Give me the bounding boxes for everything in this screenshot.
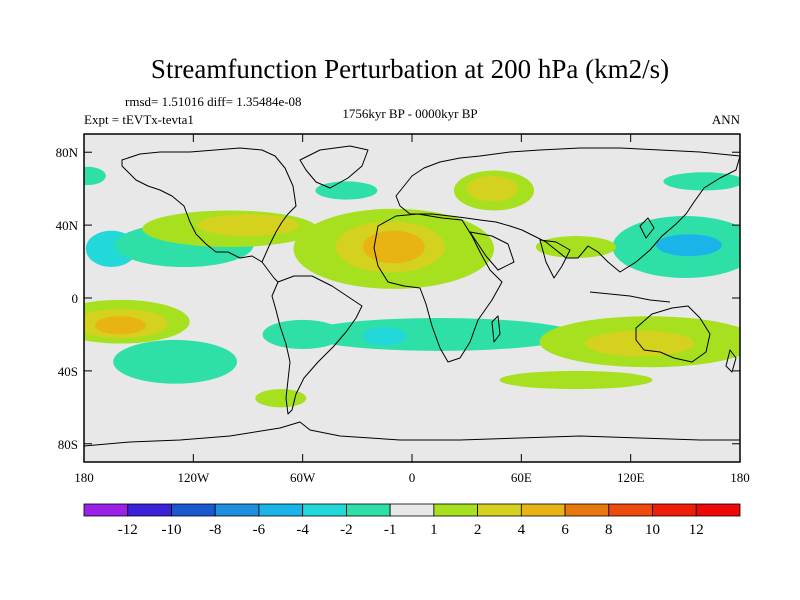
x-axis: 180 120W 60W 0 60E 120E 180 (74, 134, 750, 485)
coast-antarctica (84, 421, 740, 447)
x-tick-label: 180 (730, 470, 750, 485)
colorbar-swatch (608, 503, 653, 517)
coast-indonesia (589, 291, 671, 303)
colorbar-swatch (171, 503, 216, 517)
colorbar-label: 2 (474, 522, 482, 538)
coast-new-zealand (725, 349, 737, 373)
contour-region-10 (362, 327, 407, 346)
colorbar-label: -10 (161, 522, 181, 538)
colorbar-label: -4 (296, 522, 309, 538)
contour-region-4 (663, 172, 740, 191)
colorbar-label: 6 (561, 522, 569, 538)
colorbar-swatch (564, 503, 610, 517)
y-tick-label: 80S (58, 437, 78, 452)
coast-arabia (469, 231, 515, 271)
y-tick-label: 80N (56, 145, 79, 160)
x-tick-label: 120W (177, 470, 210, 485)
y-tick-label: 40S (58, 364, 78, 379)
x-tick-label: 0 (409, 470, 416, 485)
colorbar-swatch (389, 503, 435, 517)
colorbar-label: 10 (645, 522, 660, 538)
colorbar-label: -12 (118, 522, 138, 538)
colorbar-swatch (477, 503, 522, 517)
colorbar: -12 -10 -8 -6 -4 -2 -1 1 2 4 6 8 10 12 (83, 503, 741, 538)
experiment-label: Expt = tEVTx-tevta1 (84, 112, 194, 127)
coast-central-america (261, 261, 279, 283)
colorbar-swatch (83, 503, 129, 517)
colorbar-swatch (520, 503, 566, 517)
colorbar-label: -1 (384, 522, 397, 538)
plot-background (84, 134, 740, 462)
chart-title: Streamfunction Perturbation at 200 hPa (… (151, 54, 669, 84)
contour-region-26 (255, 389, 307, 408)
coast-japan (639, 217, 655, 239)
contour-region-16 (196, 214, 300, 237)
colorbar-swatch (433, 503, 479, 517)
colorbar-label: 4 (518, 522, 526, 538)
colorbar-label: 1 (430, 522, 438, 538)
contour-region-22 (94, 316, 146, 335)
colorbar-swatch (695, 503, 741, 517)
colorbar-swatch (214, 503, 260, 517)
x-tick-label: 60E (511, 470, 532, 485)
colorbar-swatch (345, 503, 391, 517)
coast-greenland (299, 145, 369, 189)
colorbar-swatch (127, 503, 172, 517)
contour-region-11 (262, 319, 343, 350)
contour-region-25 (499, 370, 653, 390)
y-tick-label: 40N (56, 218, 79, 233)
coast-madagascar (491, 315, 501, 343)
colorbar-swatch (302, 503, 347, 517)
colorbar-swatch (652, 503, 697, 517)
contour-region-3 (656, 234, 722, 257)
x-tick-label: 60W (290, 470, 316, 485)
x-tick-label: 120E (617, 470, 645, 485)
contour-region-14 (362, 230, 425, 264)
coast-south-america (271, 275, 363, 415)
season-label: ANN (712, 112, 741, 127)
contour-region-5 (315, 181, 378, 200)
coast-africa (373, 213, 503, 363)
colorbar-swatch (258, 503, 304, 517)
contour-region-19 (535, 236, 617, 258)
period-label: 1756kyr BP - 0000kyr BP (342, 106, 477, 121)
coast-india (539, 239, 571, 279)
colorbar-label: -6 (253, 522, 266, 538)
contour-region-24 (585, 330, 695, 357)
contour-region-8 (113, 339, 238, 384)
y-axis: 80N 40N 0 40S 80S (56, 145, 740, 452)
colorbar-label: -8 (209, 522, 222, 538)
x-tick-label: 180 (74, 470, 94, 485)
contour-fill-layer (84, 166, 740, 408)
coastlines (84, 145, 740, 447)
colorbar-label: 12 (689, 522, 704, 538)
y-tick-label: 0 (72, 291, 79, 306)
coast-australia (635, 305, 711, 363)
colorbar-label: 8 (605, 522, 613, 538)
contour-region-18 (466, 175, 518, 202)
coast-europe-asia (395, 147, 740, 273)
colorbar-label: -2 (340, 522, 353, 538)
contour-region-6 (84, 166, 106, 186)
stats-line: rmsd= 1.51016 diff= 1.35484e-08 (125, 94, 302, 109)
